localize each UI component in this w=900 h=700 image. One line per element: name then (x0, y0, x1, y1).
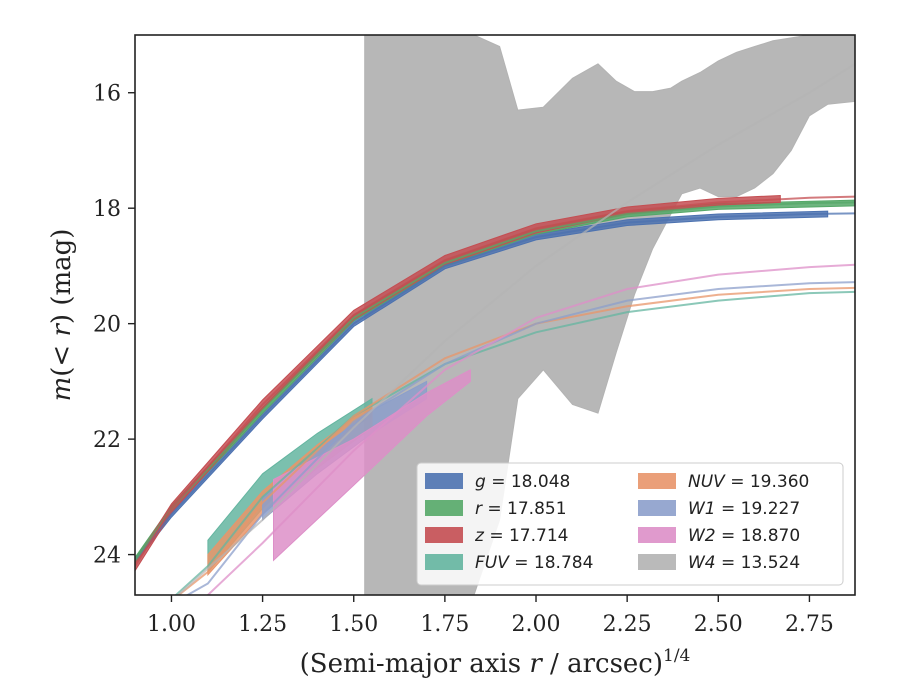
legend-label-nuv: NUV = 19.360 (688, 472, 809, 492)
model-curve-r (135, 201, 855, 561)
x-axis-label-part: (Semi-major axis (300, 649, 530, 679)
y-tick-label: 24 (93, 544, 121, 569)
legend-swatch-r (425, 500, 463, 516)
y-axis-label-part: ) (mag) (47, 229, 77, 325)
y-tick-label: 16 (93, 82, 121, 107)
x-tick-label: 1.75 (420, 612, 469, 637)
plot-frame (134, 34, 856, 596)
x-axis-label-part: r (529, 649, 543, 679)
model-curve-z (135, 195, 855, 567)
legend-swatch-z (425, 527, 463, 543)
legend-label-w4: W4 = 13.524 (688, 553, 800, 573)
x-tick-label: 2.25 (603, 612, 652, 637)
y-tick-label: 20 (93, 313, 121, 338)
y-axis-label-part: (< (47, 337, 77, 377)
y-axis-label-part: m (47, 377, 77, 402)
legend-label-w1: W1 = 19.227 (688, 499, 800, 519)
y-tick-label: 18 (93, 197, 121, 222)
x-axis-label-part: / arcsec) (542, 649, 663, 679)
x-tick-label: 2.00 (512, 612, 561, 637)
legend-swatch-fuv (425, 554, 463, 570)
x-axis-label-part: 1/4 (663, 646, 690, 666)
x-axis: 1.00 1.25 1.50 1.75 2.00 2.25 2.50 2.75 (147, 595, 834, 637)
x-tick-label: 2.75 (785, 612, 834, 637)
y-tick-label: 22 (93, 428, 121, 453)
band-w2 (273, 368, 471, 562)
legend-label-w2: W2 = 18.870 (688, 526, 800, 546)
legend-swatch-w4 (638, 554, 676, 570)
model-curve-fuv (174, 290, 855, 595)
legend-box (416, 462, 844, 586)
model-curve-g (135, 212, 855, 562)
legend: g = 18.048 r = 17.851 z = 17.714 FUV = 18.7… (416, 462, 844, 586)
legend-label-r: r = 17.851 (475, 499, 567, 519)
x-tick-label: 1.00 (147, 612, 196, 637)
legend-swatch-g (425, 473, 463, 489)
model-curves (135, 63, 855, 595)
model-curve-nuv (177, 286, 855, 595)
legend-swatch-w1 (638, 500, 676, 516)
x-tick-label: 2.50 (694, 612, 743, 637)
legend-label-z: z = 17.714 (474, 526, 568, 546)
x-tick-label: 1.25 (238, 612, 287, 637)
legend-label-g: g = 18.048 (475, 472, 570, 492)
model-curve-w2 (206, 263, 855, 595)
legend-swatch-nuv (638, 473, 676, 489)
legend-label-fuv: FUV = 18.784 (475, 553, 593, 573)
y-axis: 16 18 20 22 24 (93, 82, 135, 569)
x-axis-label: (Semi-major axis r / arcsec)1/4 (300, 646, 691, 679)
x-tick-label: 1.50 (329, 612, 378, 637)
legend-swatch-w2 (638, 527, 676, 543)
model-curve-w4 (176, 63, 855, 595)
y-axis-label: m(< r) (mag) (47, 229, 77, 402)
y-axis-label-part: r (47, 323, 77, 337)
